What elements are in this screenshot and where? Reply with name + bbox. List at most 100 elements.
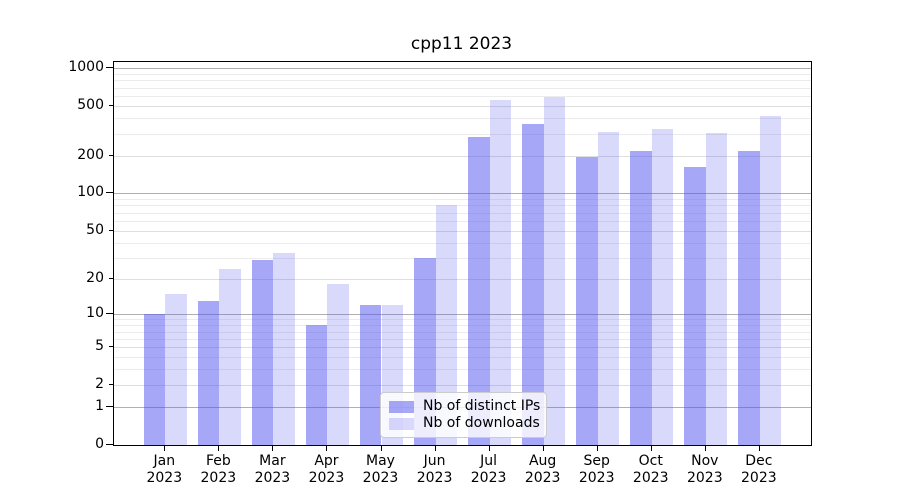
y-tick-label: 200 [77, 146, 104, 163]
gridline-200 [114, 155, 811, 157]
x-axis-tick [596, 445, 598, 451]
bar-ips-nov [684, 167, 706, 445]
y-tick-label: 50 [86, 221, 104, 238]
bar-downloads-feb [219, 269, 241, 445]
bar-ips-mar [251, 259, 274, 445]
gridline-500 [114, 106, 811, 108]
gridline-5 [114, 347, 811, 349]
legend: Nb of distinct IPs Nb of downloads [380, 392, 547, 438]
bar-downloads-jun [435, 205, 458, 445]
x-tick-label: Jan 2023 [132, 453, 196, 487]
y-tick-label: 10 [86, 305, 104, 322]
x-tick-month: Sep [583, 453, 610, 469]
plot-area [113, 61, 812, 446]
bar-downloads-mar [273, 252, 295, 445]
y-axis-tick [109, 384, 113, 386]
bar-ips-oct [630, 150, 652, 445]
x-tick-month: Nov [691, 453, 719, 469]
y-tick-label: 100 [77, 184, 104, 201]
x-tick-label: Dec 2023 [727, 453, 791, 487]
x-axis-tick [326, 445, 328, 451]
legend-item-downloads: Nb of downloads [389, 415, 540, 432]
gridline-minor [114, 133, 811, 135]
x-axis-tick [218, 445, 220, 451]
y-tick-label: 5 [95, 338, 104, 355]
x-tick-month: Apr [314, 453, 339, 469]
x-tick-month: Jul [480, 453, 498, 469]
y-tick-label: 1000 [68, 59, 104, 76]
y-axis-tick [106, 313, 113, 315]
bar-downloads-oct [651, 128, 674, 445]
bar-downloads-nov [705, 133, 728, 445]
x-tick-label: Feb 2023 [186, 453, 250, 487]
x-tick-label: Aug 2023 [511, 453, 575, 487]
gridline-minor [114, 257, 811, 259]
y-axis-tick [109, 346, 113, 348]
x-tick-month: Aug [528, 453, 557, 469]
legend-item-distinct-ips: Nb of distinct IPs [389, 398, 541, 415]
x-tick-label: Nov 2023 [673, 453, 737, 487]
x-axis-tick [164, 445, 166, 451]
y-axis-tick [106, 444, 113, 445]
y-tick-label: 20 [86, 269, 104, 286]
gridline-minor [114, 338, 811, 340]
bar-ips-aug [522, 124, 544, 445]
bar-ips-feb [197, 301, 220, 445]
x-axis-tick [434, 445, 436, 451]
y-tick-label: 500 [77, 97, 104, 114]
x-tick-year: 2023 [308, 470, 345, 486]
y-axis-tick [109, 277, 113, 279]
legend-swatch-distinct-ips [389, 400, 414, 413]
y-axis-tick [106, 192, 113, 194]
bar-ips-may [359, 305, 382, 445]
x-tick-year: 2023 [524, 470, 561, 486]
x-tick-month: Mar [259, 453, 286, 469]
x-tick-label: Sep 2023 [565, 453, 629, 487]
gridline-minor [114, 242, 811, 244]
x-tick-year: 2023 [578, 470, 615, 486]
gridline-minor [114, 118, 811, 120]
x-tick-month: May [366, 453, 395, 469]
bar-ips-apr [305, 325, 328, 445]
bar-ips-dec [738, 150, 760, 445]
gridline-100 [114, 193, 811, 195]
y-axis-tick [109, 105, 113, 107]
x-tick-year: 2023 [362, 470, 399, 486]
bar-downloads-jul [489, 99, 512, 445]
x-tick-year: 2023 [741, 470, 777, 486]
bar-downloads-dec [759, 115, 782, 445]
y-tick-label: 0 [95, 436, 104, 452]
x-tick-month: Feb [205, 453, 231, 469]
gridline-minor [114, 96, 811, 98]
x-tick-label: Mar 2023 [240, 453, 304, 487]
gridline-50 [114, 230, 811, 232]
bar-downloads-sep [597, 131, 620, 445]
x-tick-label: Oct 2023 [619, 453, 683, 487]
gridline-minor [114, 331, 811, 333]
gridline-minor [114, 319, 811, 321]
gridline-20 [114, 278, 811, 280]
x-axis-tick [650, 445, 652, 451]
y-axis-tick [106, 406, 113, 408]
x-tick-year: 2023 [686, 470, 723, 486]
gridline-minor [114, 87, 811, 89]
y-axis-tick [109, 229, 113, 231]
x-tick-year: 2023 [146, 470, 183, 486]
x-tick-year: 2023 [416, 470, 453, 486]
x-tick-year: 2023 [632, 470, 669, 486]
gridline-minor [114, 325, 811, 327]
bar-downloads-jan [165, 293, 187, 445]
y-tick-label: 2 [95, 376, 104, 393]
legend-label-distinct-ips: Nb of distinct IPs [423, 398, 541, 414]
x-tick-label: Jun 2023 [403, 453, 467, 487]
x-axis-tick [272, 445, 274, 451]
x-tick-month: Oct [638, 453, 663, 469]
x-tick-year: 2023 [470, 470, 507, 486]
x-axis-tick [704, 445, 706, 451]
y-axis-tick [106, 67, 113, 69]
gridline-10 [114, 314, 811, 316]
gridline-2 [114, 385, 811, 387]
gridline-minor [114, 220, 811, 222]
x-tick-label: May 2023 [349, 453, 413, 487]
